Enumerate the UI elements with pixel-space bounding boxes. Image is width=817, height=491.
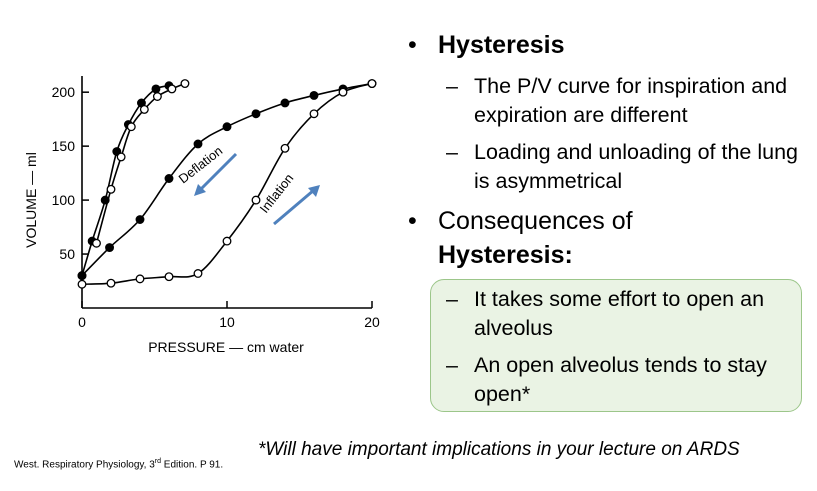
data-point-series-2 xyxy=(251,109,261,119)
data-point-series-3 xyxy=(106,278,116,288)
bullet-consequences-text: Consequences of xyxy=(438,207,633,235)
highlight-box-items: – It takes some effort to open an alveol… xyxy=(408,285,808,417)
dash: – xyxy=(446,287,458,311)
pv-chart: 0 10 20 50 100 150 200 PRESSURE — cm water VOL… xyxy=(23,76,380,355)
dash: – xyxy=(446,74,458,98)
data-point-series-3 xyxy=(77,279,87,289)
box-item-open: – An open alveolus tends to stay open* xyxy=(408,351,808,409)
data-point-series-2 xyxy=(77,271,87,281)
data-point-series-1 xyxy=(167,84,177,94)
data-point-series-0 xyxy=(151,84,161,94)
y-tick-label: 200 xyxy=(52,84,76,100)
data-point-series-0 xyxy=(100,195,110,205)
data-point-series-3 xyxy=(222,236,232,246)
bullet-consequences: • Consequences of Hysteresis: xyxy=(408,204,808,272)
source-rest: Edition. P 91. xyxy=(161,459,224,471)
data-point-series-2 xyxy=(222,122,232,132)
curve-series-2 xyxy=(81,82,373,277)
bullet-hysteresis: • Hysteresis xyxy=(408,28,808,62)
deflation-label: Deflation xyxy=(176,143,226,186)
source-main: West. Respiratory Physiology, 3 xyxy=(14,459,155,471)
bullet-dot: • xyxy=(408,31,417,59)
chart-points xyxy=(77,79,377,289)
bullet-list: • Hysteresis – The P/V curve for inspira… xyxy=(408,28,808,282)
source-citation: West. Respiratory Physiology, 3rd Editio… xyxy=(14,458,223,470)
dash: – xyxy=(446,353,458,377)
bullet-dot: • xyxy=(408,207,417,235)
sub-bullet-pv-curve: – The P/V curve for inspiration and expi… xyxy=(408,72,808,130)
box-item-open-text: An open alveolus tends to stay open* xyxy=(474,353,767,406)
deflation-arrow-icon xyxy=(198,152,238,192)
curve-series-3 xyxy=(81,82,373,286)
bullet-consequences-bold: Hysteresis: xyxy=(438,241,573,269)
data-point-series-1 xyxy=(152,92,162,101)
inflation-arrow-icon xyxy=(273,188,315,226)
deflation-arrowhead-icon xyxy=(194,184,206,196)
data-point-series-1 xyxy=(106,184,116,194)
chart-curves xyxy=(81,82,373,286)
data-point-series-2 xyxy=(280,98,290,108)
inflation-arrowhead-icon xyxy=(308,185,320,197)
chart-axes xyxy=(81,76,373,309)
x-tick-label: 0 xyxy=(78,314,86,330)
bullet-hysteresis-title: Hysteresis xyxy=(438,31,565,59)
y-tick-label: 50 xyxy=(59,246,75,262)
box-item-effort: – It takes some effort to open an alveol… xyxy=(408,285,808,343)
footnote: *Will have important implications in you… xyxy=(258,439,740,460)
x-tick-label: 10 xyxy=(219,314,235,330)
y-axis-label: VOLUME — ml xyxy=(23,152,39,248)
data-point-series-3 xyxy=(135,274,145,284)
data-point-series-1 xyxy=(126,122,136,132)
data-point-series-3 xyxy=(338,87,348,97)
data-point-series-2 xyxy=(164,174,174,183)
data-point-series-1 xyxy=(92,238,101,248)
data-point-series-2 xyxy=(135,215,145,224)
data-point-series-3 xyxy=(164,272,174,282)
sub-bullet-loading-text: Loading and unloading of the lung is asy… xyxy=(474,140,798,193)
data-point-series-1 xyxy=(180,79,190,89)
chart-tick-labels: 0 10 20 50 100 150 200 xyxy=(52,84,380,330)
y-tick-label: 150 xyxy=(52,138,76,154)
highlight-box xyxy=(430,279,802,412)
data-point-series-3 xyxy=(309,109,319,119)
dash: – xyxy=(446,140,458,164)
data-point-series-3 xyxy=(193,269,203,278)
y-tick-label: 100 xyxy=(52,192,76,208)
data-point-series-1 xyxy=(116,152,126,162)
box-item-effort-text: It takes some effort to open an alveolus xyxy=(474,287,765,340)
x-tick-label: 20 xyxy=(364,314,380,330)
source-sup: rd xyxy=(154,458,162,465)
data-point-series-3 xyxy=(367,79,377,89)
data-point-series-3 xyxy=(251,195,261,205)
sub-bullet-loading: – Loading and unloading of the lung is a… xyxy=(408,138,808,196)
data-point-series-1 xyxy=(139,105,149,114)
data-point-series-2 xyxy=(309,90,319,100)
data-point-series-3 xyxy=(280,143,290,153)
sub-bullet-pv-curve-text: The P/V curve for inspiration and expira… xyxy=(474,74,788,127)
data-point-series-2 xyxy=(193,139,203,149)
x-axis-label: PRESSURE — cm water xyxy=(148,339,304,355)
data-point-series-2 xyxy=(105,243,114,253)
